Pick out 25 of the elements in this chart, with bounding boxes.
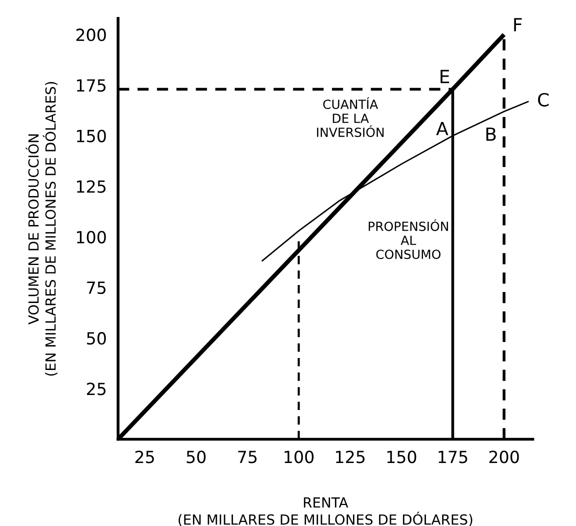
annotation: B [486,128,496,141]
y-tick-label: 75 [87,282,106,294]
x-tick-label: 200 [489,450,519,464]
y-tick-label: 100 [76,230,106,244]
y-tick-label: 125 [76,180,106,193]
y-axis-title: VOLUMEN DE PRODUCCIÓN (EN MILLARES DE MILLONES DE DÓLARES) [26,82,58,376]
x-axis-title: RENTA (EN MILLARES DE MILLONES DE DÓLARES) [178,497,472,526]
y-tick-label: 150 [76,130,106,142]
annotation: PROPENSIÓN AL CONSUMO [368,219,448,260]
x-tick-label: 175 [438,450,468,464]
annotation: F [514,18,522,32]
annotation: A [436,122,448,136]
x-tick-label: 50 [186,450,206,464]
x-tick-label: 125 [336,450,365,464]
x-tick-label: 75 [238,450,257,464]
y-tick-label: 175 [76,79,106,92]
annotation: CUANTÍA DE LA INVERSIÓN [317,97,384,138]
x-tick-label: 100 [284,450,314,464]
x-tick-label: 150 [387,450,416,464]
x-tick-label: 25 [135,450,154,464]
y-tick-label: 50 [87,332,106,345]
annotation: E [440,70,450,84]
annotation: C [538,92,549,107]
y-tick-label: 200 [76,28,106,42]
y-tick-label: 25 [86,382,106,396]
